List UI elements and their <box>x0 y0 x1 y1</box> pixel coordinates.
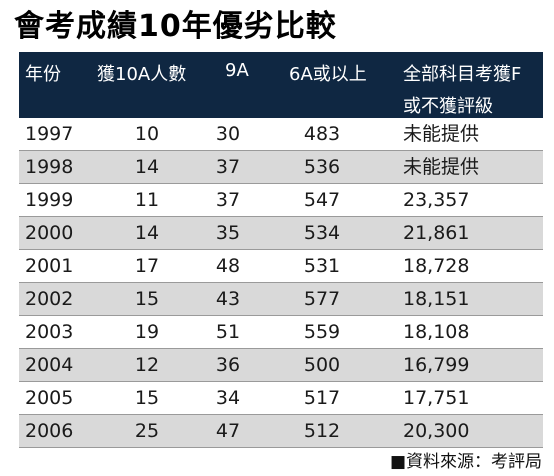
cell-all-fail: 20,300 <box>403 420 470 442</box>
cell-year: 2000 <box>25 222 74 244</box>
cell-10a-count: 10 <box>134 123 160 145</box>
table-row: 2002 15 43 577 18,151 <box>19 283 543 316</box>
cell-all-fail: 21,861 <box>403 222 470 244</box>
header-6a-or-above: 6A或以上 <box>289 64 367 85</box>
header-10a-count: 獲10A人數 <box>97 64 187 85</box>
cell-all-fail: 16,799 <box>403 354 470 376</box>
cell-6a-or-above: 559 <box>303 321 341 343</box>
cell-10a-count: 15 <box>134 288 160 310</box>
cell-all-fail: 18,151 <box>403 288 470 310</box>
cell-6a-or-above: 534 <box>303 222 341 244</box>
cell-all-fail: 17,751 <box>403 387 470 409</box>
cell-6a-or-above: 531 <box>303 255 341 277</box>
cell-6a-or-above: 500 <box>303 354 341 376</box>
cell-6a-or-above: 577 <box>303 288 341 310</box>
table-row: 2003 19 51 559 18,108 <box>19 316 543 349</box>
cell-year: 2004 <box>25 354 74 376</box>
cell-6a-or-above: 536 <box>303 156 341 178</box>
table-row: 1999 11 37 547 23,357 <box>19 184 543 217</box>
cell-10a-count: 12 <box>134 354 160 376</box>
cell-all-fail: 未能提供 <box>403 156 480 178</box>
cell-year: 2005 <box>25 387 74 409</box>
cell-6a-or-above: 483 <box>303 123 341 145</box>
cell-all-fail: 18,108 <box>403 321 470 343</box>
results-table: 年份 獲10A人數 9A 6A或以上 全部科目考獲F 或不獲評級 1997 10 3… <box>19 52 543 448</box>
header-all-fail-line2: 或不獲評級 <box>403 96 493 117</box>
table-row: 2005 15 34 517 17,751 <box>19 382 543 415</box>
cell-9a: 37 <box>215 189 241 211</box>
cell-10a-count: 19 <box>134 321 160 343</box>
cell-10a-count: 14 <box>134 222 160 244</box>
cell-9a: 34 <box>215 387 241 409</box>
header-year: 年份 <box>25 64 61 85</box>
table-body: 1997 10 30 483 未能提供 1998 14 37 536 未能提供 1999 11 37 54… <box>19 118 543 448</box>
cell-9a: 36 <box>215 354 241 376</box>
cell-year: 1999 <box>25 189 74 211</box>
table-header: 年份 獲10A人數 9A 6A或以上 全部科目考獲F 或不獲評級 <box>19 52 543 118</box>
cell-year: 2002 <box>25 288 74 310</box>
header-all-fail-line1: 全部科目考獲F <box>403 64 522 85</box>
table-row: 2004 12 36 500 16,799 <box>19 349 543 382</box>
cell-9a: 35 <box>215 222 241 244</box>
cell-all-fail: 未能提供 <box>403 123 480 145</box>
cell-10a-count: 17 <box>134 255 160 277</box>
table-row: 1997 10 30 483 未能提供 <box>19 118 543 151</box>
table-row: 1998 14 37 536 未能提供 <box>19 151 543 184</box>
cell-9a: 30 <box>215 123 241 145</box>
cell-10a-count: 15 <box>134 387 160 409</box>
cell-year: 1998 <box>25 156 74 178</box>
cell-10a-count: 25 <box>134 420 160 442</box>
cell-all-fail: 18,728 <box>403 255 470 277</box>
header-9a: 9A <box>225 60 249 81</box>
page-title: 會考成績10年優劣比較 <box>14 9 337 44</box>
table-row: 2006 25 47 512 20,300 <box>19 415 543 448</box>
cell-10a-count: 11 <box>134 189 160 211</box>
cell-6a-or-above: 547 <box>303 189 341 211</box>
cell-6a-or-above: 512 <box>303 420 341 442</box>
cell-9a: 43 <box>215 288 241 310</box>
cell-10a-count: 14 <box>134 156 160 178</box>
table-row: 2000 14 35 534 21,861 <box>19 217 543 250</box>
cell-9a: 37 <box>215 156 241 178</box>
source-note: ■資料來源：考評局 <box>389 452 542 472</box>
cell-all-fail: 23,357 <box>403 189 470 211</box>
cell-6a-or-above: 517 <box>303 387 341 409</box>
cell-9a: 47 <box>215 420 241 442</box>
table-row: 2001 17 48 531 18,728 <box>19 250 543 283</box>
cell-9a: 48 <box>215 255 241 277</box>
cell-year: 1997 <box>25 123 74 145</box>
cell-9a: 51 <box>215 321 241 343</box>
cell-year: 2006 <box>25 420 74 442</box>
cell-year: 2003 <box>25 321 74 343</box>
cell-year: 2001 <box>25 255 74 277</box>
